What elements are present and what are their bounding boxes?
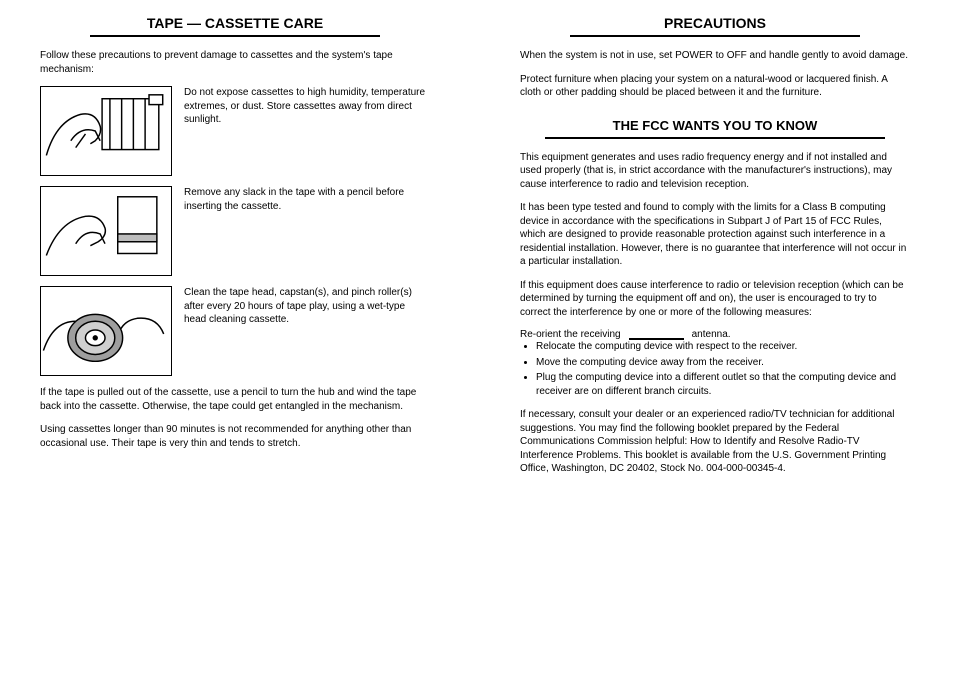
sig-line bbox=[629, 330, 684, 340]
sig-after: antenna. bbox=[692, 329, 731, 340]
fcc-li-3: Plug the computing device into a differe… bbox=[536, 371, 910, 398]
left-heading: TAPE — CASSETTE CARE bbox=[90, 15, 380, 37]
illus-text-1: Do not expose cassettes to high humidity… bbox=[184, 86, 430, 127]
right-heading-1: PRECAUTIONS bbox=[570, 15, 860, 37]
illus-text-3: Clean the tape head, capstan(s), and pin… bbox=[184, 286, 430, 327]
illus-text-2: Remove any slack in the tape with a penc… bbox=[184, 186, 430, 213]
illus-row-2: Remove any slack in the tape with a penc… bbox=[40, 186, 430, 276]
fcc-li-2: Move the computing device away from the … bbox=[536, 356, 910, 370]
illus-roller bbox=[40, 286, 172, 376]
signature-row: Re-orient the receiving antenna. bbox=[520, 329, 910, 340]
fcc-p1: This equipment generates and uses radio … bbox=[520, 151, 910, 192]
right-column: PRECAUTIONS When the system is not in us… bbox=[520, 15, 910, 486]
left-intro: Follow these precautions to prevent dama… bbox=[40, 49, 430, 76]
fcc-li-1: Relocate the computing device with respe… bbox=[536, 340, 910, 354]
right-para-2: Protect furniture when placing your syst… bbox=[520, 73, 910, 100]
illus-row-1: Do not expose cassettes to high humidity… bbox=[40, 86, 430, 176]
right-para-1: When the system is not in use, set POWER… bbox=[520, 49, 910, 63]
sig-label: Re-orient the receiving bbox=[520, 329, 621, 340]
fcc-list: Relocate the computing device with respe… bbox=[520, 340, 910, 398]
left-below-1: If the tape is pulled out of the cassett… bbox=[40, 386, 430, 413]
left-column: TAPE — CASSETTE CARE Follow these precau… bbox=[40, 15, 430, 460]
fcc-p2: It has been type tested and found to com… bbox=[520, 201, 910, 269]
fcc-p3: If this equipment does cause interferenc… bbox=[520, 279, 910, 320]
illus-row-3: Clean the tape head, capstan(s), and pin… bbox=[40, 286, 430, 376]
illus-cassette bbox=[40, 86, 172, 176]
fcc-tail: If necessary, consult your dealer or an … bbox=[520, 408, 910, 476]
right-heading-2: THE FCC WANTS YOU TO KNOW bbox=[545, 118, 885, 139]
illus-tape bbox=[40, 186, 172, 276]
left-below-2: Using cassettes longer than 90 minutes i… bbox=[40, 423, 430, 450]
